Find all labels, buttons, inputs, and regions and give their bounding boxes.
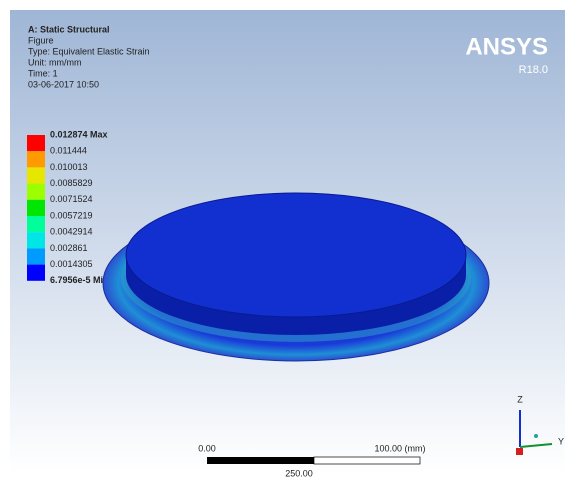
- triad-dot: [534, 434, 538, 438]
- header-line: 03-06-2017 10:50: [28, 79, 99, 89]
- header-line: Time: 1: [28, 68, 58, 78]
- scale-white: [314, 457, 420, 464]
- header-line: Type: Equivalent Elastic Strain: [28, 46, 150, 56]
- legend-label: 0.0057219: [50, 210, 93, 220]
- scale-bottom: 250.00: [285, 468, 313, 478]
- legend-swatch: [27, 151, 45, 167]
- legend-label: 0.002861: [50, 243, 88, 253]
- legend-swatch: [27, 232, 45, 248]
- legend-label: 0.010013: [50, 162, 88, 172]
- scale-right: 100.00 (mm): [374, 443, 425, 453]
- legend-swatch: [27, 216, 45, 232]
- z-label: Z: [517, 394, 523, 404]
- disk-top: [126, 193, 466, 317]
- x-axis: [516, 448, 523, 455]
- analysis-title: A: Static Structural: [28, 24, 110, 34]
- legend-label: 6.7956e-5 Min: [50, 275, 109, 285]
- legend-swatch: [27, 135, 45, 151]
- legend-swatch: [27, 167, 45, 183]
- header-line: Figure: [28, 35, 54, 45]
- viewport: A: Static Structural FigureType: Equival…: [0, 0, 575, 483]
- legend-label: 0.011444: [50, 146, 87, 156]
- header-line: Unit: mm/mm: [28, 57, 82, 67]
- version: R18.0: [519, 64, 548, 76]
- y-label: Y: [558, 436, 564, 446]
- scale-left: 0.00: [198, 443, 216, 453]
- legend-label: 0.0085829: [50, 178, 93, 188]
- legend-swatch: [27, 200, 45, 216]
- logo: ANSYS: [465, 33, 548, 60]
- legend-swatch: [27, 248, 45, 264]
- legend-swatch: [27, 184, 45, 200]
- legend-swatch: [27, 265, 45, 281]
- legend-label: 0.012874 Max: [50, 129, 108, 139]
- legend-label: 0.0071524: [50, 194, 93, 204]
- legend-label: 0.0042914: [50, 227, 93, 237]
- legend-label: 0.0014305: [50, 259, 93, 269]
- scale-black: [207, 457, 314, 464]
